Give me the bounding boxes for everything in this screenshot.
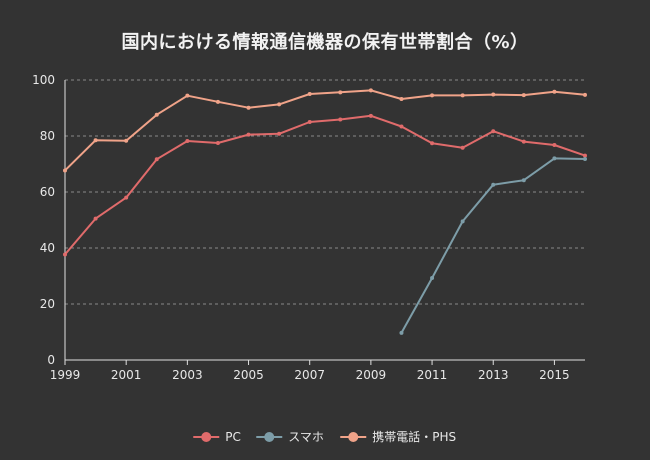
x-tick-label: 2007 [294,368,325,382]
data-point [215,99,220,104]
data-point [491,92,496,97]
x-tick-label: 2011 [417,368,448,382]
data-point [430,275,435,280]
data-point [246,132,251,137]
x-tick-label: 2009 [356,368,387,382]
legend-label: スマホ [288,430,324,444]
data-point [521,178,526,183]
data-point [124,138,129,143]
data-point [154,112,159,117]
series-line-0 [64,114,586,256]
data-point [491,129,496,134]
data-point [552,89,557,94]
data-point [583,153,587,158]
data-point [552,156,557,161]
data-point [460,145,465,150]
data-point [399,124,404,129]
y-tick-label: 0 [47,353,55,367]
series-line-2 [64,89,586,172]
data-point [338,117,343,122]
x-tick-label: 2005 [233,368,264,382]
data-point [307,92,312,96]
data-point [93,138,98,143]
data-point [63,168,67,173]
y-tick-label: 60 [40,185,55,199]
x-tick-label: 1999 [50,368,81,382]
data-point [583,92,587,97]
legend-marker [201,432,212,442]
y-tick-label: 100 [32,73,55,87]
data-point [277,131,282,136]
legend-label: 携帯電話・PHS [372,429,456,444]
data-point [63,252,67,257]
data-point [583,156,587,161]
chart-title: 国内における情報通信機器の保有世帯割合（%） [121,32,529,53]
x-tick-label: 2001 [111,368,142,382]
data-point [215,141,220,145]
data-point [368,113,373,118]
y-tick-label: 80 [40,129,55,143]
data-point [277,102,282,107]
data-point [399,97,404,102]
legend-marker [348,432,359,442]
data-point [399,330,404,335]
x-tick-label: 2003 [172,368,203,382]
data-point [460,93,465,98]
data-point [521,139,526,144]
y-tick-label: 20 [40,297,55,311]
data-point [460,219,465,224]
data-point [93,216,98,221]
data-point [552,142,557,147]
legend-label: PC [225,430,241,444]
data-point [246,105,251,110]
legend-marker [264,432,275,442]
x-tick-label: 2013 [478,368,509,382]
data-point [185,139,190,144]
data-point [368,88,373,93]
data-point [307,120,312,124]
data-point [521,93,526,98]
data-point [430,93,435,98]
data-point [430,141,435,146]
data-point [185,93,190,98]
data-point [124,195,129,200]
x-tick-label: 2015 [539,368,570,382]
y-tick-label: 40 [40,241,55,255]
data-point [338,90,343,95]
data-point [154,157,159,162]
data-point [491,182,496,187]
